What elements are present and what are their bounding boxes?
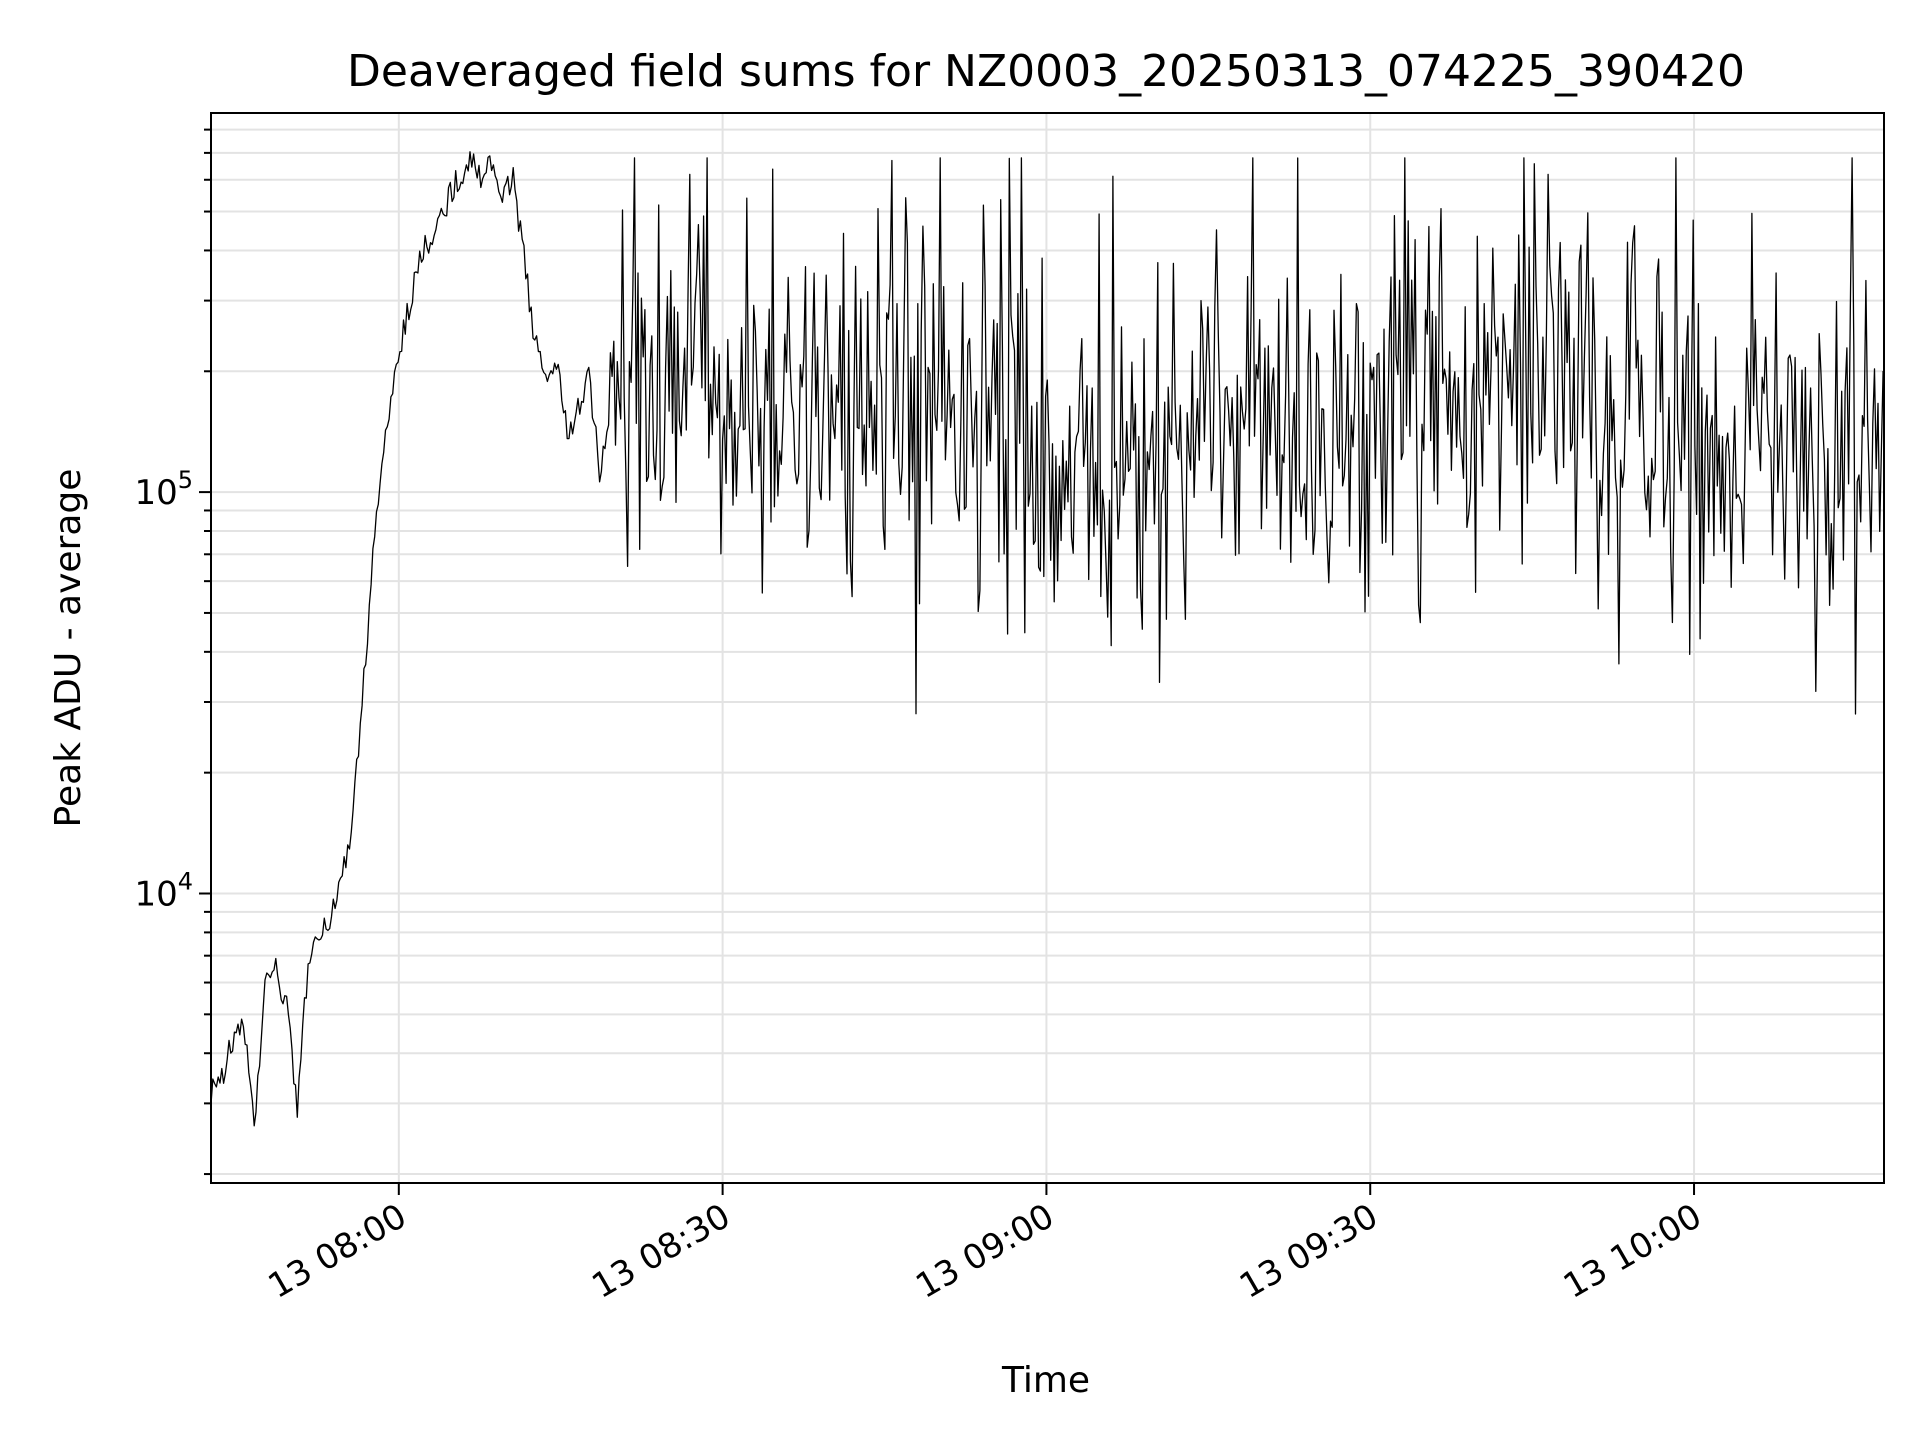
x-axis: 13 08:00 13 08:30 13 09:00 13 09:30 13 10:00	[262, 1183, 1709, 1307]
y-axis: 104 105	[134, 130, 211, 1174]
x-tick-label: 13 09:30	[1233, 1196, 1385, 1307]
x-tick-label: 13 10:00	[1557, 1196, 1709, 1307]
grid	[211, 113, 1884, 1183]
plot-frame	[211, 113, 1884, 1183]
x-tick-label: 13 08:30	[585, 1196, 737, 1307]
x-axis-label: Time	[1001, 1360, 1090, 1401]
y-axis-label: Peak ADU - average	[48, 469, 89, 828]
x-tick-label: 13 08:00	[262, 1196, 414, 1307]
y-tick-label: 105	[134, 466, 193, 513]
y-tick-label: 104	[134, 867, 193, 914]
chart-title: Deaveraged field sums for NZ0003_2025031…	[347, 46, 1745, 97]
x-tick-label: 13 09:00	[909, 1196, 1061, 1307]
